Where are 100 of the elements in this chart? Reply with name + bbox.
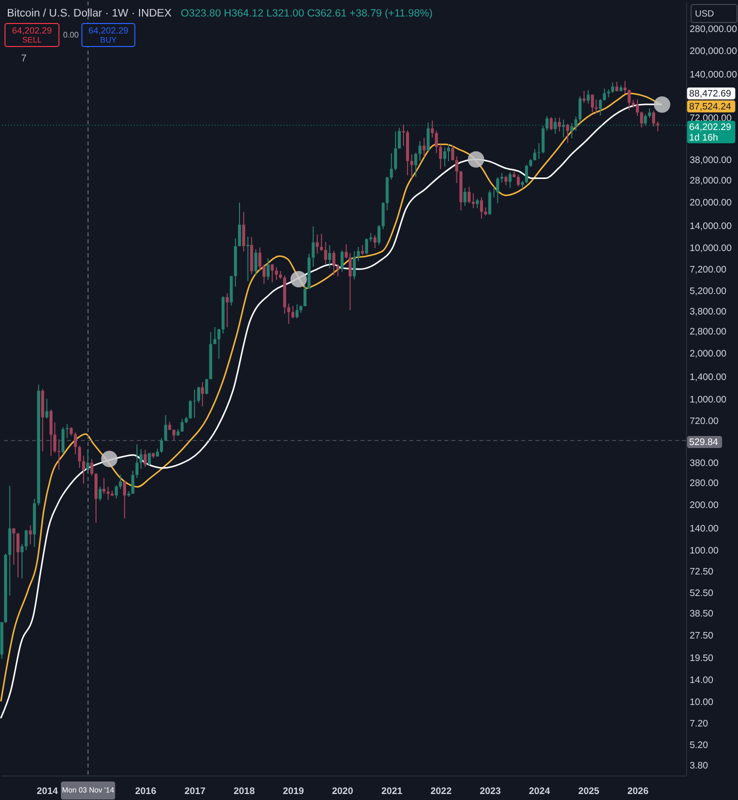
y-tick-label: 38,000.00 bbox=[690, 155, 732, 166]
candlestick bbox=[332, 250, 336, 276]
candlestick bbox=[254, 248, 258, 276]
candlestick bbox=[382, 202, 385, 230]
candlestick bbox=[582, 90, 586, 104]
candlestick bbox=[598, 98, 602, 116]
y-tick-label: 380.00 bbox=[690, 458, 719, 469]
y-tick-label: 5.20 bbox=[690, 740, 708, 751]
candlestick bbox=[24, 529, 28, 551]
candlestick bbox=[602, 88, 606, 102]
candlestick bbox=[361, 244, 364, 256]
annotation: 7 bbox=[20, 53, 27, 64]
candlestick bbox=[615, 81, 618, 92]
annotation: SELL bbox=[22, 35, 42, 44]
y-tick-label: 1,400.00 bbox=[690, 372, 726, 384]
candlestick bbox=[140, 448, 142, 470]
candlestick bbox=[287, 303, 290, 324]
candlestick bbox=[352, 250, 356, 280]
candlestick bbox=[106, 486, 110, 500]
y-tick-label: 1,000.00 bbox=[690, 394, 726, 406]
candlestick bbox=[148, 452, 151, 466]
candlestick bbox=[45, 398, 48, 420]
candlestick bbox=[82, 455, 86, 484]
x-tick-label: 2021 bbox=[381, 786, 402, 797]
y-tick-label: 10.00 bbox=[690, 696, 714, 708]
y-tick-label: 52.50 bbox=[690, 588, 714, 599]
candlestick bbox=[16, 532, 20, 578]
candlestick bbox=[574, 116, 578, 132]
y-tick-label: 7,200.00 bbox=[690, 264, 726, 276]
y-tick-label: 10,000.00 bbox=[690, 242, 732, 254]
candlestick bbox=[439, 144, 442, 170]
candlestick bbox=[114, 484, 118, 499]
candlestick bbox=[164, 414, 168, 442]
candlestick bbox=[447, 144, 450, 162]
candlestick bbox=[28, 524, 32, 545]
x-tick-label: 2025 bbox=[578, 786, 600, 797]
candlestick bbox=[496, 176, 500, 204]
annotation: 64,202.29 bbox=[12, 25, 52, 36]
y-tick-label: 2,800.00 bbox=[690, 326, 726, 338]
candlestick bbox=[394, 131, 398, 171]
ref-line-label: 529.84 bbox=[689, 437, 718, 448]
candlestick bbox=[226, 292, 229, 328]
y-tick-label: 280.00 bbox=[690, 478, 719, 489]
y-tick-label: 7.20 bbox=[690, 718, 708, 730]
candlestick bbox=[20, 543, 24, 579]
candlestick bbox=[611, 82, 614, 94]
y-tick-label: 14,000.00 bbox=[690, 220, 732, 232]
candlestick bbox=[66, 424, 69, 439]
candlestick bbox=[414, 152, 418, 178]
candlestick bbox=[356, 246, 360, 262]
candlestick bbox=[390, 152, 393, 180]
candlestick bbox=[570, 122, 574, 139]
candlestick bbox=[426, 122, 430, 152]
candlestick bbox=[644, 114, 647, 126]
x-tick-label: 2024 bbox=[528, 786, 551, 797]
candlestick bbox=[463, 188, 466, 206]
candlestick bbox=[74, 432, 77, 455]
candlestick bbox=[451, 144, 454, 161]
candlestick bbox=[373, 234, 376, 249]
candlestick bbox=[558, 117, 561, 132]
candlestick bbox=[78, 445, 82, 468]
candlestick bbox=[652, 110, 656, 128]
candlestick bbox=[422, 138, 426, 158]
candlestick bbox=[316, 234, 319, 254]
candlestick bbox=[205, 378, 208, 395]
candlestick bbox=[328, 244, 332, 269]
candlestick bbox=[266, 258, 270, 280]
text: 88,472.69 bbox=[689, 88, 732, 100]
text: 1d 16h bbox=[689, 132, 718, 144]
candlestick bbox=[197, 386, 200, 404]
candlestick bbox=[480, 196, 484, 220]
candlestick bbox=[550, 116, 553, 131]
candlestick bbox=[217, 328, 220, 360]
candlestick bbox=[516, 174, 520, 187]
candlestick bbox=[443, 146, 446, 167]
candlestick bbox=[504, 175, 508, 186]
y-tick-label: 3.80 bbox=[690, 760, 708, 772]
candlestick bbox=[131, 470, 134, 494]
candlestick bbox=[590, 94, 594, 113]
candlestick bbox=[340, 250, 344, 272]
candlestick bbox=[348, 252, 352, 311]
candlestick bbox=[578, 96, 582, 124]
candlestick bbox=[476, 198, 479, 209]
y-tick-label: 200.00 bbox=[690, 500, 719, 512]
y-tick-label: 720.00 bbox=[690, 416, 719, 427]
x-tick-label: 2018 bbox=[234, 786, 255, 797]
candlestick bbox=[98, 486, 102, 502]
y-tick-label: 140,000.00 bbox=[690, 70, 737, 81]
candlestick bbox=[262, 264, 266, 284]
candlestick bbox=[324, 241, 328, 265]
candlestick bbox=[291, 305, 294, 319]
candlestick bbox=[344, 244, 348, 260]
candlestick bbox=[160, 438, 163, 454]
annotation: 0.00 bbox=[63, 30, 80, 40]
candlestick bbox=[118, 474, 122, 490]
y-tick-label: 38.50 bbox=[690, 608, 714, 620]
candlestick bbox=[213, 326, 216, 345]
candlestick bbox=[418, 140, 422, 162]
candlestick bbox=[144, 449, 147, 468]
y-tick-label: 72,000.00 bbox=[690, 113, 732, 124]
